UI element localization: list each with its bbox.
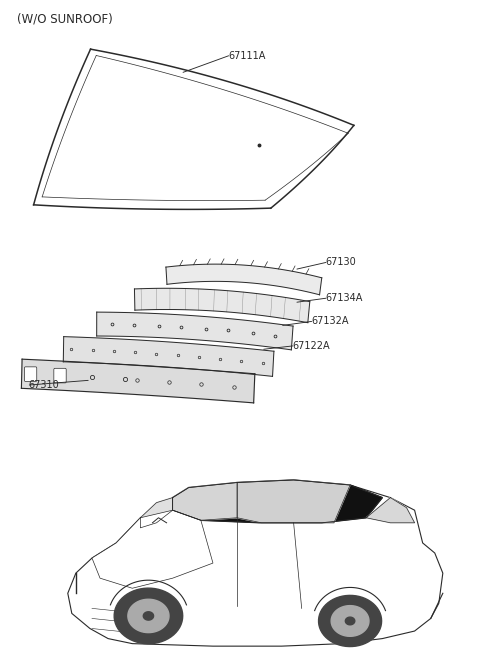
- Polygon shape: [173, 480, 383, 523]
- Polygon shape: [331, 606, 369, 637]
- Polygon shape: [173, 482, 237, 520]
- Polygon shape: [319, 595, 382, 647]
- Polygon shape: [22, 359, 255, 403]
- Polygon shape: [345, 617, 355, 625]
- Text: 67310: 67310: [29, 380, 60, 390]
- Text: 67122A: 67122A: [292, 341, 330, 351]
- Text: 67111A: 67111A: [228, 51, 265, 61]
- FancyBboxPatch shape: [24, 367, 37, 381]
- Polygon shape: [237, 480, 350, 523]
- Text: 67132A: 67132A: [311, 317, 348, 327]
- Polygon shape: [63, 337, 274, 376]
- Polygon shape: [140, 498, 173, 528]
- Polygon shape: [34, 49, 354, 209]
- Polygon shape: [96, 312, 293, 350]
- Polygon shape: [68, 480, 443, 646]
- Polygon shape: [366, 498, 415, 523]
- Text: 67134A: 67134A: [325, 293, 363, 303]
- Polygon shape: [144, 612, 154, 620]
- FancyBboxPatch shape: [54, 368, 66, 383]
- Polygon shape: [92, 510, 213, 589]
- Polygon shape: [114, 588, 183, 644]
- Polygon shape: [134, 289, 310, 323]
- Polygon shape: [128, 599, 169, 633]
- Text: (W/O SUNROOF): (W/O SUNROOF): [17, 13, 113, 25]
- Polygon shape: [166, 264, 322, 295]
- Text: 67130: 67130: [325, 257, 356, 267]
